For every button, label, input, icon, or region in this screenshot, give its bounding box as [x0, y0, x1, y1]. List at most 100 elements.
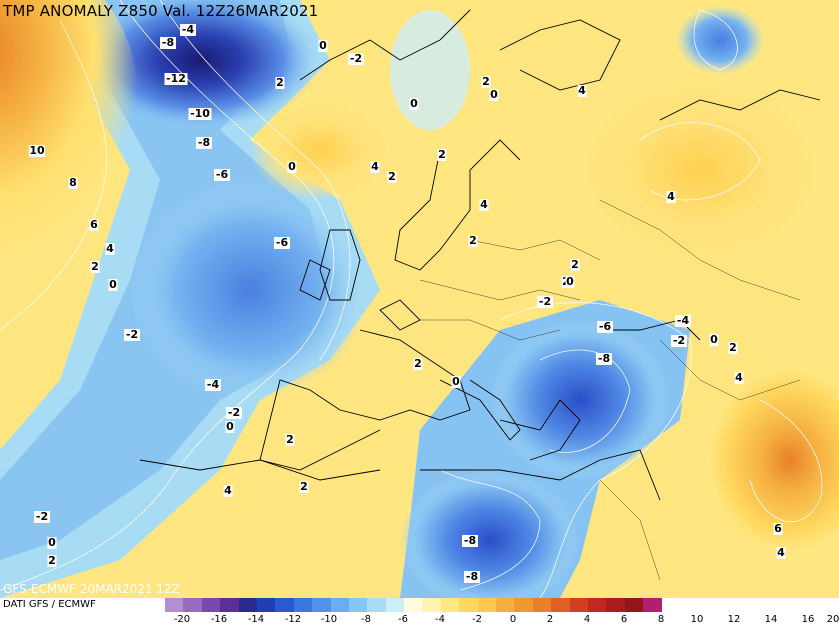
color-scale-swatch [201, 598, 221, 612]
anomaly-map: -4-8-12-10-8-60-220204-21086420-2-4-2024… [0, 0, 839, 598]
contour-label-bg [299, 481, 309, 493]
contour-label-bg [468, 235, 478, 247]
color-scale-swatch [404, 598, 423, 612]
contour-label-bg [285, 434, 295, 446]
color-scale-swatch [422, 598, 441, 612]
contour-label: 2 [91, 260, 99, 273]
contour-label-bg [348, 53, 364, 65]
contour-label-bg [596, 353, 612, 365]
contour-label-bg [34, 511, 50, 523]
color-scale-swatch [606, 598, 625, 612]
color-scale-tick-label: 6 [620, 614, 628, 625]
color-scale-swatch [643, 598, 662, 612]
color-scale-ticks: -20 -16 -14 -12 -10 -8 -6 -4 -2 0 2 4 6 8 10 12 14 16 20 [165, 614, 839, 626]
contour-label-bg [108, 279, 118, 291]
contour-label-bg [68, 177, 78, 189]
contour-label: 4 [106, 242, 114, 255]
contour-label: 0 [319, 39, 327, 52]
contour-label-bg [451, 376, 461, 388]
color-scale-tick-label: 12 [727, 614, 741, 625]
color-scale-tick-label: -16 [210, 614, 228, 625]
contour-label: 0 [226, 420, 234, 433]
color-scale-swatch [165, 598, 184, 612]
color-scale-swatch [220, 598, 239, 612]
contour-label: 2 [469, 234, 477, 247]
contour-label: 2 [48, 554, 56, 567]
contour-label-bg [409, 98, 419, 110]
contour-label-bg [124, 329, 140, 341]
contour-label-bg [734, 372, 744, 384]
contour-label: -2 [350, 52, 362, 65]
contour-label-bg [776, 547, 786, 559]
contour-label: -2 [36, 510, 48, 523]
contour-label-bg [437, 149, 447, 161]
contour-label-bg [387, 171, 397, 183]
contour-label-bg [671, 335, 687, 347]
contour-label: 4 [667, 190, 675, 203]
contour-label-bg [413, 358, 423, 370]
contour-label: 4 [224, 484, 232, 497]
contour-label-bg [577, 85, 587, 97]
color-scale-tick-label: 8 [657, 614, 665, 625]
contour-label: -4 [182, 23, 195, 36]
color-scale-tick-label: 14 [764, 614, 778, 625]
contour-labels: -4-8-12-10-8-60-220204-21086420-2-4-2024… [29, 23, 786, 583]
color-scale-tick-label: 0 [509, 614, 517, 625]
color-scale-swatch [183, 598, 202, 612]
contour-label: -8 [598, 352, 610, 365]
contour-label: -4 [207, 378, 220, 391]
contour-label: -6 [216, 168, 229, 181]
contour-label-bg [537, 296, 553, 308]
contour-label-bg [180, 24, 196, 36]
contour-label: 0 [48, 536, 56, 549]
contour-label: -2 [539, 295, 551, 308]
contour-label: 2 [438, 148, 446, 161]
contour-label: 2 [388, 170, 396, 183]
contour-label: 0 [710, 333, 718, 346]
contour-label-bg [370, 161, 380, 173]
contour-label-bg [675, 315, 691, 327]
contour-label-bg [709, 334, 719, 346]
contour-label-bg [287, 161, 297, 173]
contour-label: -12 [166, 72, 186, 85]
contour-label-bg [226, 407, 242, 419]
contour-label-bg [318, 40, 328, 52]
contour-label: 0 [490, 88, 498, 101]
color-scale-swatch [624, 598, 644, 612]
color-scale-tick-label: -2 [472, 614, 482, 625]
contour-label-bg [29, 145, 45, 157]
color-scale-swatch [367, 598, 386, 612]
color-scale-tick-label: -6 [398, 614, 408, 625]
contour-label: -8 [198, 136, 210, 149]
color-scale-tick-label: -20 [173, 614, 191, 625]
contour-label: 4 [578, 84, 586, 97]
contour-label: 0 [452, 375, 460, 388]
color-scale-swatch [312, 598, 331, 612]
contour-label: -6 [599, 320, 612, 333]
color-scale-swatch [514, 598, 533, 612]
contour-label: 2 [300, 480, 308, 493]
contour-label: 2 [482, 75, 490, 88]
color-scale-tick-label: 20 [826, 614, 839, 625]
contour-label-bg [728, 342, 738, 354]
contour-label: 2 [276, 76, 284, 89]
color-scale-tick-label: -14 [247, 614, 265, 625]
contour-label: 10 [29, 144, 45, 157]
map-title: TMP ANOMALY Z850 Val. 12Z26MAR2021 [3, 2, 319, 20]
color-scale-swatch [440, 598, 460, 612]
contour-label: -8 [466, 570, 478, 583]
color-scale-swatch [569, 598, 588, 612]
contour-label-bg [464, 571, 480, 583]
contour-label: -2 [228, 406, 240, 419]
contour-label-bg [89, 219, 99, 231]
contour-label-bg [196, 137, 212, 149]
contour-label: -2 [126, 328, 138, 341]
contour-label: 0 [566, 275, 574, 288]
contour-label-bg [481, 76, 491, 88]
contour-label: -8 [464, 534, 476, 547]
color-scale-swatch [551, 598, 570, 612]
contour-label: 4 [735, 371, 743, 384]
color-scale-swatch [275, 598, 294, 612]
contour-label: 4 [371, 160, 379, 173]
contour-label-bg [479, 199, 489, 211]
